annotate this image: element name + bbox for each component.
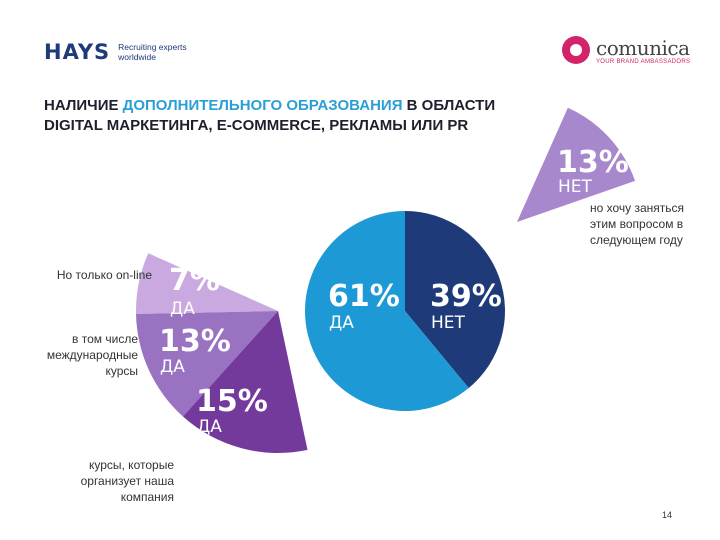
label-yes-text: ДА (329, 313, 354, 333)
page-number: 14 (662, 510, 673, 520)
title-part-2: В ОБЛАСТИ DIGITAL МАРКЕТИНГА, E-COMMERCE… (44, 97, 496, 134)
pie-slice-no (405, 211, 505, 389)
label-next-year-text: НЕТ (558, 177, 593, 197)
pie-slice-yes-company (182, 311, 308, 454)
pie-slice-yes-international (136, 311, 278, 417)
slide-title: НАЛИЧИЕ ДОПОЛНИТЕЛЬНОГО ОБРАЗОВАНИЯ В ОБ… (44, 96, 514, 136)
annotation-international-courses: в том числе международные курсы (46, 332, 138, 378)
pie-slice-yes (304, 211, 469, 411)
label-yes-online-percent: 7% (169, 263, 220, 298)
comunica-mark-icon (562, 36, 590, 64)
label-yes-company-text: ДА (197, 417, 222, 437)
title-highlight: ДОПОЛНИТЕЛЬНОГО ОБРАЗОВАНИЯ (122, 97, 403, 114)
annotation-next-year: но хочу заняться этим вопросом в следующ… (590, 201, 685, 247)
pie-slice-no-next-year (517, 107, 636, 222)
label-yes-international-text: ДА (160, 357, 185, 377)
label-no-percent: 39% (430, 279, 502, 314)
hays-wordmark: HAYS (44, 40, 111, 64)
hays-tagline-line2: worldwide (118, 52, 156, 62)
hays-logo: HAYS Recruiting experts worldwide (44, 40, 187, 64)
annotation-online-only: Но только on-line (56, 268, 152, 282)
hays-tagline: Recruiting experts worldwide (118, 42, 187, 62)
label-yes-company-percent: 15% (196, 384, 268, 419)
label-yes-percent: 61% (328, 279, 400, 314)
label-yes-online-text: ДА (170, 299, 195, 319)
annotation-company-courses: курсы, которые организует наша компания (80, 458, 174, 504)
hays-tagline-line1: Recruiting experts (118, 42, 187, 52)
comunica-tagline: YOUR BRAND AMBASSADORS (596, 59, 691, 65)
pie-slice-yes-online (135, 253, 278, 314)
label-no-text: НЕТ (431, 313, 466, 333)
label-yes-international-percent: 13% (159, 324, 231, 359)
comunica-wordmark: comunica (596, 36, 690, 60)
title-part-1: НАЛИЧИЕ (44, 97, 123, 114)
label-next-year-percent: 13% (557, 145, 629, 180)
